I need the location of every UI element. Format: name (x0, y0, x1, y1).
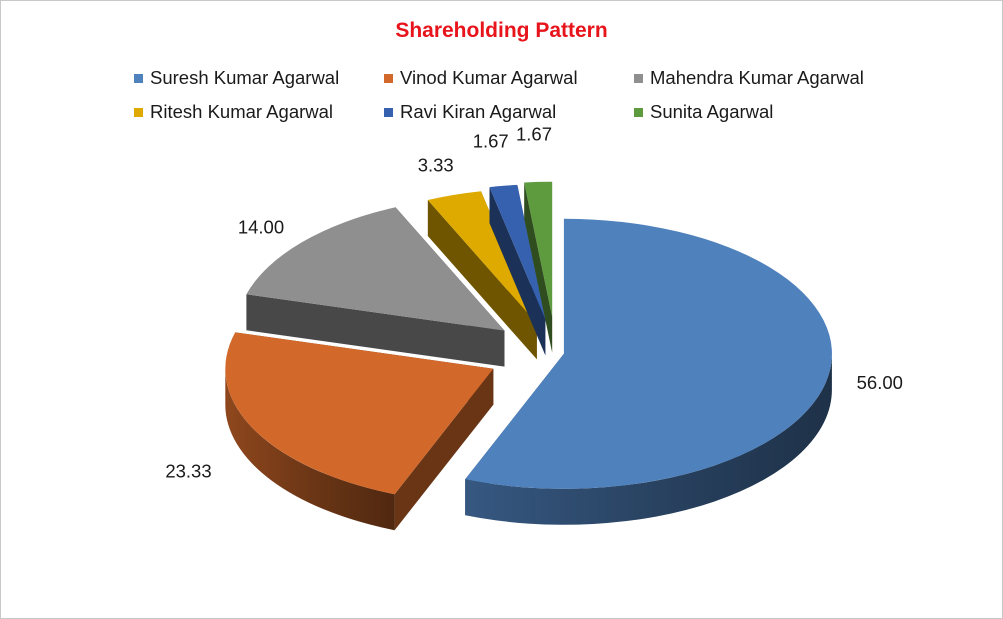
legend-swatch-ritesh (134, 107, 143, 117)
pie-slice-top (427, 191, 537, 324)
legend-swatch-mahendra (634, 73, 643, 83)
data-label: 1.67 (516, 123, 552, 144)
data-label: 14.00 (238, 217, 284, 238)
pie-slice (465, 218, 832, 525)
legend-label-suresh: Suresh Kumar Agarwal (150, 67, 340, 88)
chart-title: Shareholding Pattern (395, 19, 608, 42)
pie-slice-side-start (394, 368, 494, 531)
pie-slice-side-start (489, 187, 546, 356)
legend-item-sunita: Sunita Agarwal (634, 101, 773, 123)
legend-item-vinod: Vinod Kumar Agarwal (384, 67, 578, 89)
data-label: 23.33 (165, 460, 211, 481)
legend-item-mahendra: Mahendra Kumar Agarwal (634, 67, 864, 89)
legend-swatch-ravi (384, 107, 393, 117)
pie-slice-top (524, 181, 553, 317)
legend-item-ravi: Ravi Kiran Agarwal (384, 101, 556, 123)
pie-slice-top (225, 332, 494, 495)
pie-slice-top (465, 218, 832, 489)
legend-swatch-vinod (384, 73, 393, 83)
legend-item-ritesh: Ritesh Kumar Agarwal (134, 101, 333, 123)
pie-slice-top (246, 207, 505, 331)
data-label: 56.00 (857, 372, 903, 393)
pie-slice-side-start (246, 294, 505, 367)
legend-label-mahendra: Mahendra Kumar Agarwal (650, 67, 864, 88)
pie-slice-side-start (427, 200, 537, 360)
legend-item-suresh: Suresh Kumar Agarwal (134, 67, 339, 89)
pie-slice (489, 184, 546, 356)
legend-label-ritesh: Ritesh Kumar Agarwal (150, 101, 334, 122)
pie-slice-side-start (524, 182, 553, 353)
legend-label-vinod: Vinod Kumar Agarwal (400, 67, 578, 88)
pie-slice (524, 181, 553, 353)
pie-slice (246, 207, 505, 367)
pie-slice-outer-wall (465, 353, 832, 525)
pie-slice-top (489, 184, 546, 320)
legend-swatch-suresh (134, 73, 143, 83)
legend-label-ravi: Ravi Kiran Agarwal (400, 101, 557, 122)
data-label: 1.67 (473, 131, 509, 152)
pie-slice-outer-wall (225, 368, 395, 531)
legend-swatch-sunita (634, 107, 643, 117)
data-label: 3.33 (418, 155, 454, 176)
pie-slice (225, 332, 494, 531)
legend-label-sunita: Sunita Agarwal (650, 101, 774, 122)
